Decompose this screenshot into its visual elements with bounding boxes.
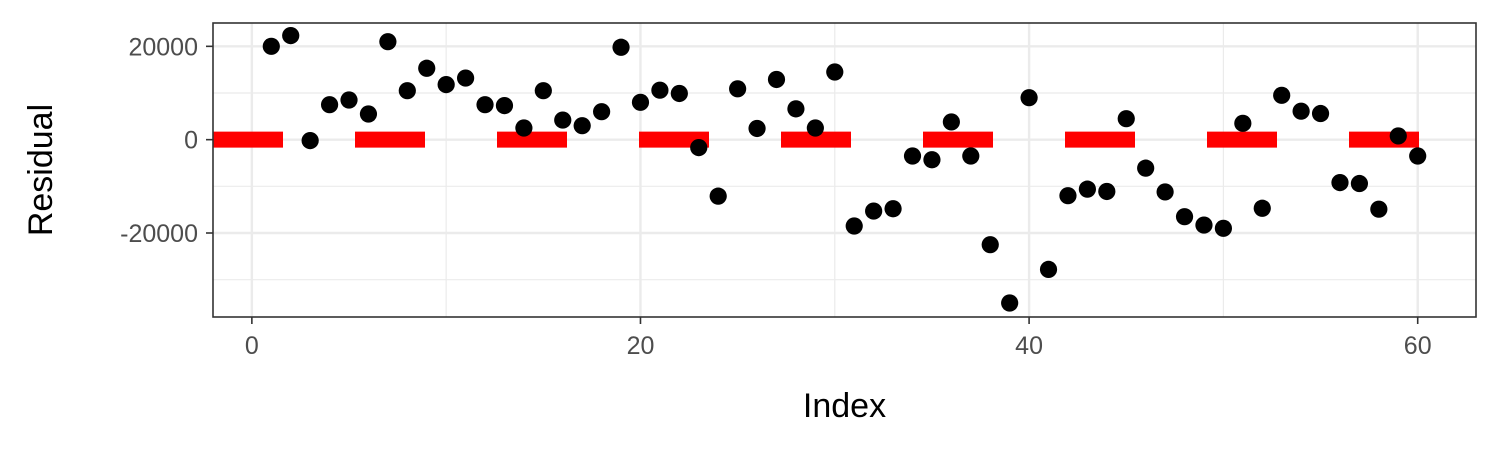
data-point — [554, 111, 572, 129]
data-point — [1234, 114, 1252, 132]
data-point — [612, 38, 630, 56]
data-point — [942, 113, 960, 131]
data-point — [1078, 180, 1096, 198]
x-tick-label: 40 — [1015, 332, 1043, 360]
data-point — [1156, 183, 1174, 201]
data-point — [767, 70, 786, 89]
data-point — [457, 69, 475, 87]
data-point — [495, 97, 514, 115]
plot-border — [212, 22, 1477, 318]
y-tick-label: -20000 — [120, 220, 198, 248]
data-point — [845, 217, 863, 235]
y-axis-title: Residual — [22, 104, 60, 236]
data-point — [573, 117, 591, 135]
data-point — [1039, 260, 1058, 278]
data-point — [1195, 216, 1213, 234]
data-point — [903, 147, 922, 165]
data-point — [515, 119, 533, 137]
data-point — [1175, 208, 1194, 226]
x-tick-label: 20 — [627, 332, 655, 360]
data-point — [690, 139, 708, 157]
data-point — [1331, 174, 1349, 192]
data-point — [1292, 102, 1310, 120]
data-point — [262, 37, 280, 55]
data-point — [398, 82, 416, 100]
data-point — [923, 151, 941, 169]
data-point — [320, 96, 339, 114]
data-point — [1020, 89, 1038, 107]
data-point — [670, 84, 688, 103]
data-point — [1117, 110, 1135, 128]
data-point — [534, 82, 552, 100]
data-point — [437, 76, 455, 94]
data-point — [865, 202, 883, 220]
data-point — [1311, 104, 1330, 123]
data-point — [379, 33, 397, 51]
x-axis-title: Index — [803, 387, 886, 425]
data-point — [282, 26, 300, 45]
x-axis-ticks: 0 20 40 60 — [245, 317, 1432, 360]
data-point — [359, 105, 378, 123]
data-point — [1273, 86, 1291, 104]
data-point — [1370, 200, 1388, 218]
data-point — [1137, 159, 1155, 177]
data-point — [1001, 294, 1019, 312]
data-point — [631, 93, 650, 111]
plot-panel — [213, 23, 1476, 317]
y-axis-ticks: 20000 0 -20000 — [120, 33, 213, 248]
data-point — [1059, 187, 1077, 205]
data-point — [301, 132, 319, 150]
data-point — [981, 236, 999, 254]
y-tick-label: 20000 — [128, 33, 198, 61]
data-point — [418, 59, 436, 77]
data-point — [709, 187, 727, 205]
residual-points — [262, 26, 1427, 312]
data-point — [729, 80, 747, 98]
x-tick-label: 60 — [1404, 332, 1432, 360]
data-point — [1409, 147, 1427, 165]
data-point — [787, 100, 805, 118]
data-point — [1253, 199, 1271, 217]
data-point — [476, 96, 494, 114]
data-point — [1350, 174, 1369, 193]
data-point — [651, 81, 669, 99]
data-point — [806, 119, 824, 137]
data-point — [1098, 182, 1116, 201]
data-point — [593, 103, 611, 121]
data-point — [962, 147, 980, 165]
data-point — [1389, 127, 1407, 145]
data-point — [748, 119, 766, 138]
data-point — [826, 63, 844, 81]
y-tick-label: 0 — [184, 127, 198, 155]
data-point — [1214, 219, 1232, 237]
data-point — [340, 91, 358, 109]
minor-gridlines — [213, 23, 1476, 317]
x-tick-label: 0 — [245, 332, 259, 360]
data-point — [884, 200, 902, 218]
